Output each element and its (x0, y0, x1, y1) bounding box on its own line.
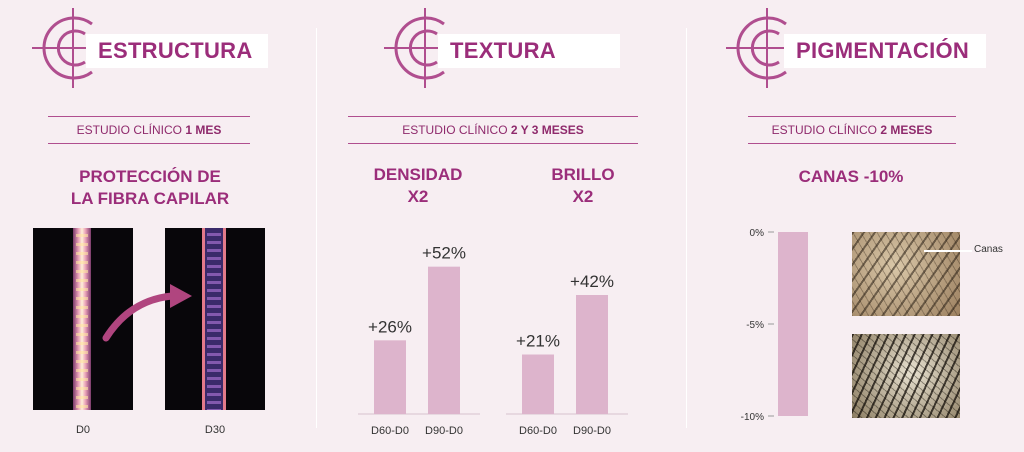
bar (374, 340, 406, 414)
bar (576, 295, 608, 414)
data-label: +26% (368, 317, 412, 336)
study-label: ESTUDIO CLÍNICO 2 Y 3 MESES (348, 116, 638, 144)
scalp-photo-after (852, 334, 960, 418)
section-title: PIGMENTACIÓN (784, 34, 986, 68)
caption-d30: D30 (204, 424, 226, 436)
tick-label: D60-D0 (519, 425, 557, 437)
bar (778, 232, 808, 416)
study-label: ESTUDIO CLÍNICO 2 MESES (748, 116, 956, 144)
micrograph-d30 (165, 228, 265, 410)
data-label: +21% (516, 332, 560, 351)
target-icon (384, 8, 466, 88)
pointer-line (924, 250, 972, 252)
tick-label: D90-D0 (573, 425, 611, 437)
caption-d0: D0 (75, 424, 91, 436)
chart-brillo: +21% D60-D0 +42% D90-D0 (506, 272, 628, 437)
panel-pigmentacion: PIGMENTACIÓN ESTUDIO CLÍNICO 2 MESES CAN… (686, 0, 1024, 452)
divider (686, 28, 687, 428)
data-label: +42% (570, 272, 614, 291)
data-label: +52% (422, 244, 466, 263)
metric-densidad: DENSIDAD X2 (373, 165, 463, 206)
headline: CANAS -10% (798, 167, 904, 186)
panel-textura: TEXTURA ESTUDIO CLÍNICO 2 Y 3 MESES DENS… (318, 0, 686, 452)
header-pigmentacion: PIGMENTACIÓN (724, 6, 986, 90)
tick-label: D90-D0 (425, 425, 463, 437)
chart-densidad: +26% D60-D0 +52% D90-D0 (358, 244, 480, 437)
chart-canas: 0% -5% -10% (741, 228, 808, 423)
divider (316, 28, 317, 428)
section-title: TEXTURA (438, 34, 620, 68)
study-label: ESTUDIO CLÍNICO 1 MES (48, 116, 250, 144)
header-estructura: ESTRUCTURA (30, 6, 270, 90)
bar (522, 354, 554, 414)
scalp-photo-before (852, 232, 960, 316)
arrow-icon (102, 284, 192, 342)
tick-label: -10% (741, 412, 764, 423)
tick-label: -5% (746, 320, 764, 331)
header-textura: TEXTURA (382, 6, 622, 90)
bar (428, 266, 460, 414)
panel-estructura: ESTRUCTURA ESTUDIO CLÍNICO 1 MES PROTECC… (0, 0, 318, 452)
headline: PROTECCIÓN DE LA FIBRA CAPILAR (70, 167, 230, 208)
photo-label: Canas (974, 244, 1003, 255)
metric-brillo: BRILLO X2 (551, 165, 615, 206)
section-title: ESTRUCTURA (86, 34, 268, 68)
tick-label: D60-D0 (371, 425, 409, 437)
tick-label: 0% (750, 228, 765, 239)
